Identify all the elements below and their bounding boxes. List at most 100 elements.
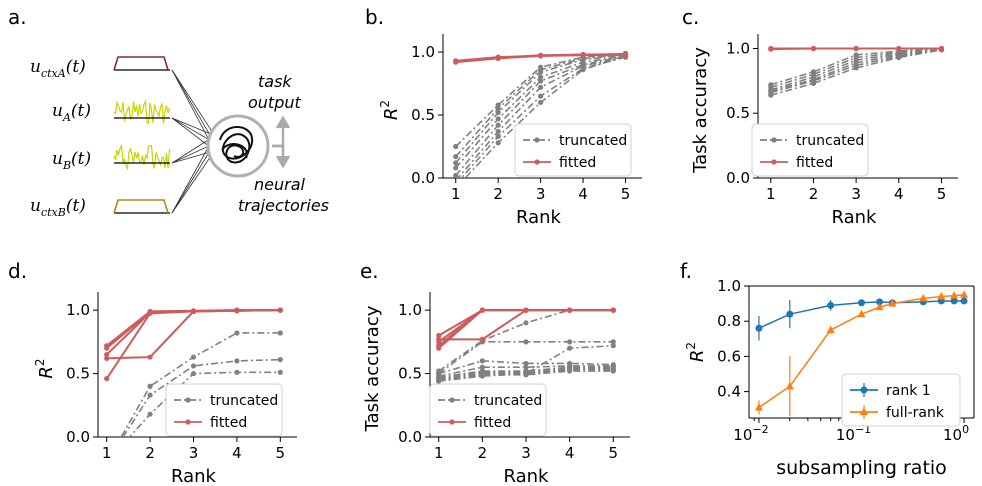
fitted-point <box>938 45 945 52</box>
truncated-line <box>438 344 614 382</box>
legend-marker <box>185 397 191 403</box>
x-tick-label: 1 <box>766 185 776 203</box>
legend-box <box>165 383 283 437</box>
truncated-point <box>495 102 501 108</box>
x-tick-label: 5 <box>621 185 631 203</box>
panel-e-letter: e. <box>360 259 379 283</box>
legend: truncated fitted <box>429 383 547 437</box>
truncated-point <box>277 357 283 363</box>
truncated-point <box>147 383 153 389</box>
plot-area <box>436 307 616 384</box>
truncated-point <box>610 343 616 349</box>
x-tick-label: 2 <box>493 185 503 203</box>
truncated-point <box>495 128 501 135</box>
legend: truncated fitted <box>751 123 869 177</box>
y-axis-label: Task accuracy <box>690 47 711 174</box>
truncated-line <box>438 367 614 380</box>
legend-label: full-rank <box>886 405 945 421</box>
y-tick-label: 0.0 <box>411 169 435 187</box>
fullrank-point <box>919 293 928 302</box>
plot-area <box>768 45 945 98</box>
truncated-point <box>896 54 902 61</box>
rank1-point <box>786 310 794 318</box>
panel-f-letter: f. <box>680 259 692 283</box>
network-icon <box>206 114 270 178</box>
truncated-point <box>523 370 529 377</box>
fullrank-point <box>857 309 866 318</box>
truncated-point <box>538 84 544 90</box>
fitted-point <box>453 58 459 64</box>
chart-c: c. 1 2 3 4 5 0.0 0.5 1.0 Rank Task accuracy truncat… <box>682 5 958 228</box>
y-tick-label: 0.5 <box>411 106 435 124</box>
chart-d: d. 1 2 3 4 5 0.0 0.5 1.0 Rank R2 truncated fitted <box>8 259 297 486</box>
y-axis-label: R2 <box>33 358 57 378</box>
legend-marker <box>534 159 540 165</box>
fullrank-point <box>754 402 763 411</box>
input-label-B: uB(t) <box>52 149 91 172</box>
truncated-point <box>523 364 529 370</box>
y-tick-label: 0.4 <box>717 383 741 401</box>
fitted-point <box>436 339 442 345</box>
truncated-point <box>538 74 544 80</box>
x-tick-label: 4 <box>565 444 575 462</box>
y-axis-label: R2 <box>684 342 708 362</box>
x-axis-label: Rank <box>832 207 878 228</box>
fitted-point <box>538 53 544 59</box>
fitted-point <box>479 307 485 313</box>
fullrank-point <box>888 299 897 307</box>
truncated-point <box>234 369 240 375</box>
x-axis-label: Rank <box>516 207 562 228</box>
fitted-point <box>147 354 153 360</box>
fitted-point <box>234 308 240 314</box>
input-trace-A <box>113 98 171 125</box>
legend-marker <box>185 419 191 425</box>
truncated-line <box>438 365 614 377</box>
trajectories-label-line1: neural <box>254 175 306 194</box>
truncated-point <box>538 78 544 84</box>
output-arrow <box>272 115 291 169</box>
fitted-point <box>768 46 774 52</box>
truncated-point <box>277 369 283 375</box>
truncated-point <box>147 411 153 417</box>
legend-marker <box>534 137 540 143</box>
fullrank-point <box>875 302 884 311</box>
legend-marker <box>449 419 455 425</box>
truncated-point <box>768 92 774 98</box>
legend-box <box>751 123 869 177</box>
x-tick-label: 1 <box>102 444 112 462</box>
truncated-point <box>538 69 544 75</box>
legend-label: truncated <box>474 393 542 409</box>
x-tick-label: 5 <box>608 444 618 462</box>
truncated-point <box>453 143 459 150</box>
y-tick-label: 1.0 <box>66 301 90 319</box>
truncated-point <box>479 358 485 364</box>
truncated-point <box>495 140 501 146</box>
truncated-point <box>495 116 501 122</box>
fullrank-point <box>960 290 969 298</box>
legend-marker <box>449 397 455 403</box>
rank1-point <box>827 301 835 309</box>
legend-label: rank 1 <box>886 383 931 399</box>
fitted-point <box>853 45 859 52</box>
fitted-point <box>277 307 283 313</box>
fullrank-point <box>950 291 959 299</box>
truncated-line <box>122 358 281 437</box>
fitted-point <box>104 345 110 351</box>
input-trace-B <box>113 143 171 171</box>
panel-d-letter: d. <box>8 259 27 283</box>
truncated-point <box>538 99 544 106</box>
x-tick-label: 2 <box>478 444 488 462</box>
rank1-point <box>755 324 763 332</box>
truncated-point <box>190 363 197 369</box>
legend-marker <box>771 137 777 143</box>
truncated-point <box>479 373 485 379</box>
input-trace-ctxB <box>113 199 170 214</box>
chart-e: e. 1 2 3 4 5 0.0 0.5 1.0 Rank Task accuracy truncat… <box>360 259 630 486</box>
legend: rank 1 full-rank <box>841 373 961 427</box>
fitted-line <box>106 309 281 360</box>
legend-label: truncated <box>559 133 627 149</box>
x-axis-label: subsampling ratio <box>776 457 947 479</box>
truncated-point <box>567 368 573 374</box>
truncated-point <box>495 109 501 116</box>
x-tick-label: 4 <box>232 444 242 462</box>
